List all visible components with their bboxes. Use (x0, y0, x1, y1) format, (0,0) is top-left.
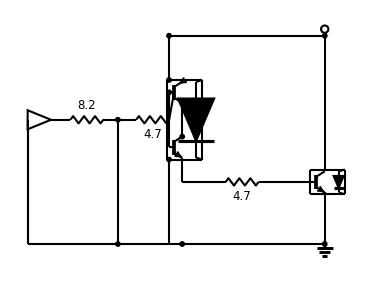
Circle shape (167, 90, 171, 94)
Circle shape (180, 101, 184, 105)
Circle shape (167, 33, 171, 38)
Text: 4.7: 4.7 (143, 128, 162, 141)
Circle shape (167, 157, 171, 162)
Polygon shape (178, 99, 214, 141)
Circle shape (167, 78, 171, 82)
Text: 4.7: 4.7 (233, 190, 252, 203)
Circle shape (322, 242, 327, 246)
Circle shape (180, 134, 184, 139)
Circle shape (322, 33, 327, 38)
Polygon shape (334, 176, 344, 188)
Circle shape (116, 118, 120, 122)
Text: 8.2: 8.2 (78, 99, 96, 112)
Circle shape (116, 242, 120, 246)
Circle shape (180, 242, 184, 246)
